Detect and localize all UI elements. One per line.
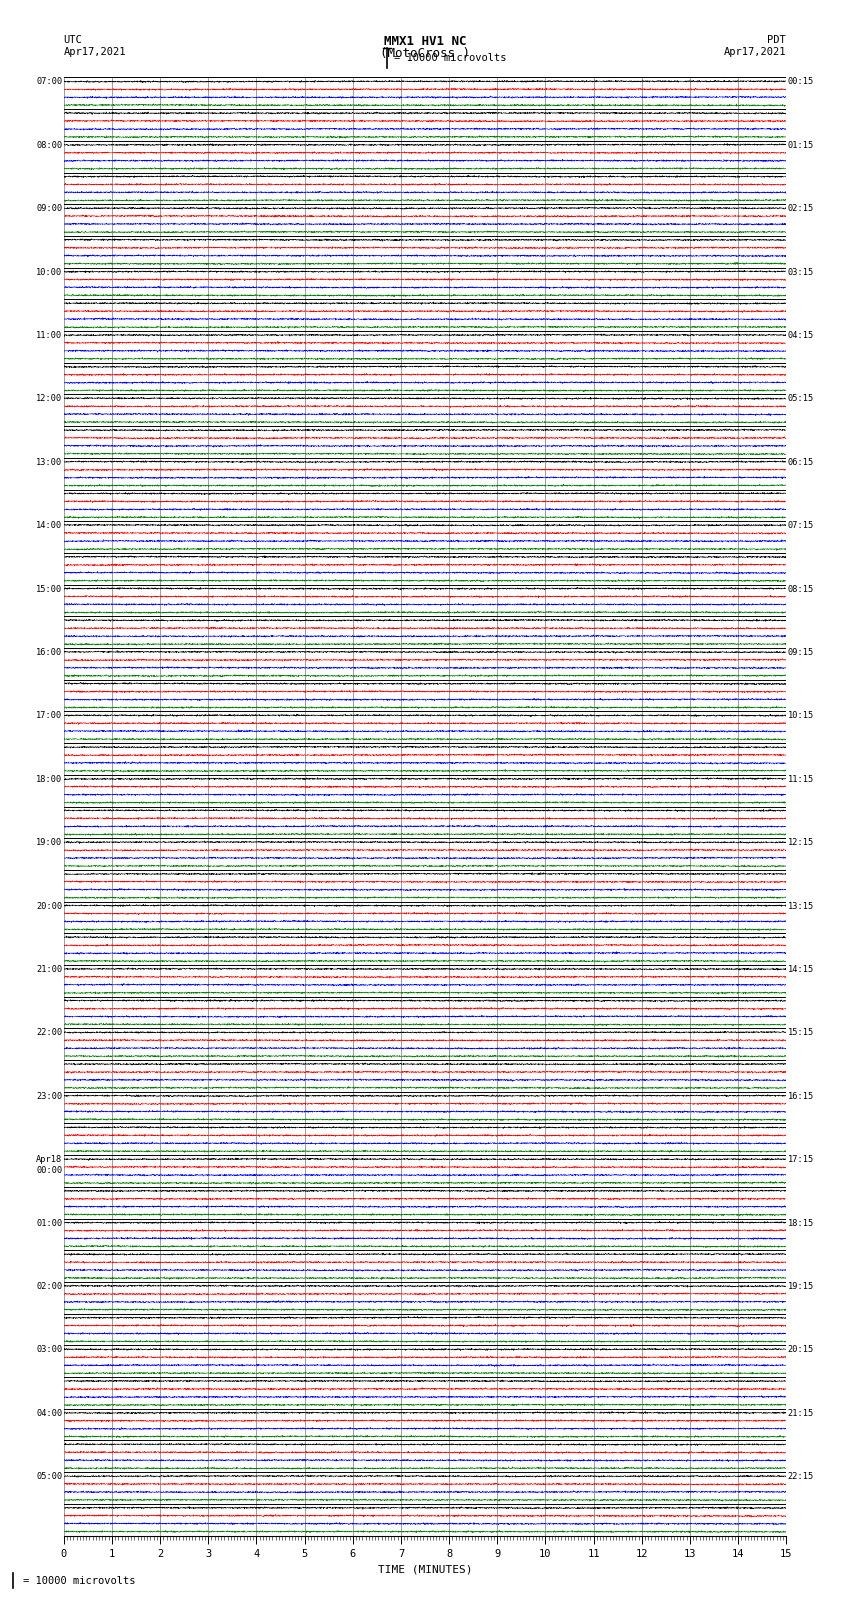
- Text: 15:00: 15:00: [36, 584, 62, 594]
- Text: 07:15: 07:15: [788, 521, 814, 531]
- Text: 08:15: 08:15: [788, 584, 814, 594]
- Text: 19:00: 19:00: [36, 839, 62, 847]
- Text: 15:15: 15:15: [788, 1029, 814, 1037]
- Text: 05:00: 05:00: [36, 1473, 62, 1481]
- Text: 01:15: 01:15: [788, 140, 814, 150]
- Text: 04:00: 04:00: [36, 1408, 62, 1418]
- Text: 00:15: 00:15: [788, 77, 814, 87]
- Text: 20:00: 20:00: [36, 902, 62, 911]
- Text: 13:15: 13:15: [788, 902, 814, 911]
- Text: 09:15: 09:15: [788, 648, 814, 656]
- Text: 12:15: 12:15: [788, 839, 814, 847]
- Text: 07:00: 07:00: [36, 77, 62, 87]
- Text: 17:15: 17:15: [788, 1155, 814, 1165]
- Text: 14:00: 14:00: [36, 521, 62, 531]
- Text: 10:00: 10:00: [36, 268, 62, 276]
- Text: Apr18
00:00: Apr18 00:00: [36, 1155, 62, 1174]
- Text: = 10000 microvolts: = 10000 microvolts: [394, 53, 506, 63]
- Text: 18:00: 18:00: [36, 774, 62, 784]
- Text: 05:15: 05:15: [788, 395, 814, 403]
- Text: PDT: PDT: [768, 35, 786, 45]
- Text: 21:00: 21:00: [36, 965, 62, 974]
- Text: Apr17,2021: Apr17,2021: [723, 47, 786, 56]
- Text: Apr17,2021: Apr17,2021: [64, 47, 127, 56]
- Text: 22:15: 22:15: [788, 1473, 814, 1481]
- Text: UTC: UTC: [64, 35, 82, 45]
- Text: 16:00: 16:00: [36, 648, 62, 656]
- Text: (MotoCross ): (MotoCross ): [380, 47, 470, 60]
- Text: 02:00: 02:00: [36, 1282, 62, 1290]
- Text: 13:00: 13:00: [36, 458, 62, 466]
- Text: 14:15: 14:15: [788, 965, 814, 974]
- Text: = 10000 microvolts: = 10000 microvolts: [23, 1576, 135, 1586]
- Text: 19:15: 19:15: [788, 1282, 814, 1290]
- Text: 09:00: 09:00: [36, 205, 62, 213]
- Text: 08:00: 08:00: [36, 140, 62, 150]
- Text: 03:00: 03:00: [36, 1345, 62, 1355]
- Text: 22:00: 22:00: [36, 1029, 62, 1037]
- Text: 20:15: 20:15: [788, 1345, 814, 1355]
- Text: 12:00: 12:00: [36, 395, 62, 403]
- Text: 03:15: 03:15: [788, 268, 814, 276]
- X-axis label: TIME (MINUTES): TIME (MINUTES): [377, 1565, 473, 1574]
- Text: 16:15: 16:15: [788, 1092, 814, 1100]
- Text: MMX1 HV1 NC: MMX1 HV1 NC: [383, 35, 467, 48]
- Text: 23:00: 23:00: [36, 1092, 62, 1100]
- Text: 18:15: 18:15: [788, 1218, 814, 1227]
- Text: 01:00: 01:00: [36, 1218, 62, 1227]
- Text: 10:15: 10:15: [788, 711, 814, 721]
- Text: 21:15: 21:15: [788, 1408, 814, 1418]
- Text: 06:15: 06:15: [788, 458, 814, 466]
- Text: 02:15: 02:15: [788, 205, 814, 213]
- Text: 11:00: 11:00: [36, 331, 62, 340]
- Text: 17:00: 17:00: [36, 711, 62, 721]
- Text: 04:15: 04:15: [788, 331, 814, 340]
- Text: 11:15: 11:15: [788, 774, 814, 784]
